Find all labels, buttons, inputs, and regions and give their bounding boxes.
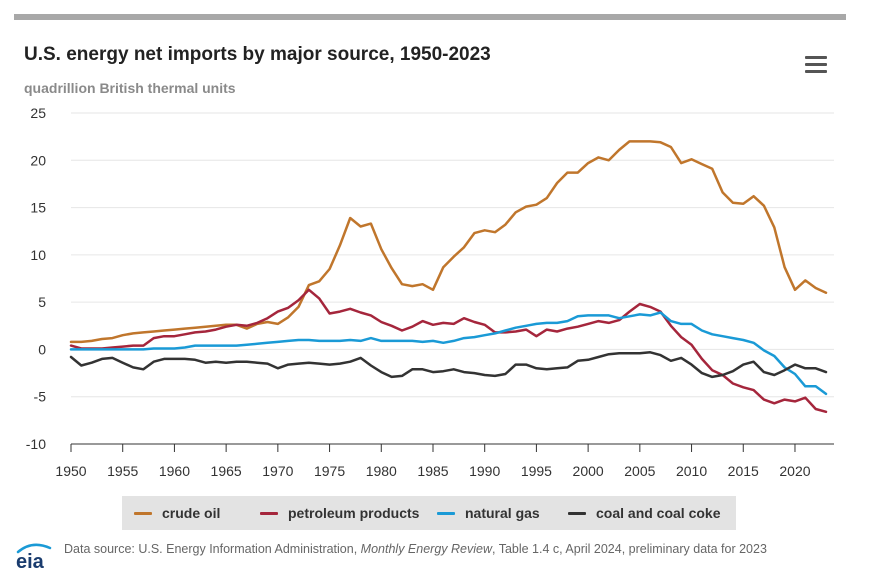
legend-item-coal-and-coal-coke[interactable]: coal and coal coke [568,496,721,530]
legend-label: crude oil [162,505,221,521]
x-tick-label: 1985 [417,463,448,479]
x-tick-label: 2015 [728,463,759,479]
y-tick-label: 20 [30,152,46,168]
series-line-crude-oil [69,140,828,344]
y-tick-label: 15 [30,200,46,216]
legend-item-crude-oil[interactable]: crude oil [134,496,220,530]
x-tick-label: 2010 [676,463,707,479]
series-line-natural-gas [69,311,828,396]
y-tick-label: 25 [30,105,46,121]
x-tick-label: 1955 [107,463,138,479]
grid-lines [71,112,834,445]
x-tick-label: 1995 [521,463,552,479]
legend-swatch-natural-gas [437,511,455,515]
y-axis-ticks: 25 20 15 10 5 0 -5 -10 [26,105,46,452]
legend-label: coal and coal coke [596,505,721,521]
x-tick-label: 1950 [55,463,86,479]
top-border [14,14,846,20]
series-lines [69,140,828,414]
x-tick-label: 1960 [159,463,190,479]
y-tick-label: -5 [34,389,47,405]
y-tick-label: 10 [30,247,46,263]
legend-item-petroleum-products[interactable]: petroleum products [260,496,419,530]
legend-label: petroleum products [288,505,420,521]
x-tick-label: 2020 [779,463,810,479]
x-tick-label: 2000 [573,463,604,479]
legend-swatch-crude-oil [134,511,152,515]
source-publication: Monthly Energy Review [360,542,492,556]
x-tick-label: 1965 [211,463,242,479]
chart-title: U.S. energy net imports by major source,… [24,44,491,65]
legend-swatch-coal-and-coal-coke [568,511,586,515]
legend: crude oil petroleum products natural gas… [122,496,736,530]
x-tick-label: 1990 [469,463,500,479]
x-tick-label: 2005 [624,463,655,479]
x-tick-label: 1980 [366,463,397,479]
legend-label: natural gas [465,505,540,521]
series-line-petroleum-products [69,288,828,414]
x-tick-label: 1975 [314,463,345,479]
legend-swatch-petroleum-products [260,511,278,515]
eia-logo-text: eia [16,551,45,572]
eia-logo: eia [16,543,52,572]
chart-subtitle: quadrillion British thermal units [24,80,236,96]
x-tick-label: 1970 [262,463,293,479]
x-axis: 1950 1955 1960 1965 1970 1975 1980 1985 1990 1995… [55,443,834,479]
legend-item-natural-gas[interactable]: natural gas [437,496,540,530]
source-prefix: Data source: U.S. Energy Information Adm… [64,542,361,556]
hamburger-menu-icon[interactable] [805,56,827,74]
y-tick-label: 5 [38,294,46,310]
y-tick-label: -10 [26,436,46,452]
data-source-note: Data source: U.S. Energy Information Adm… [64,541,824,557]
y-tick-label: 0 [38,341,46,357]
source-suffix: , Table 1.4 c, April 2024, preliminary d… [491,542,767,556]
series-line-coal-and-coal-coke [69,351,828,379]
